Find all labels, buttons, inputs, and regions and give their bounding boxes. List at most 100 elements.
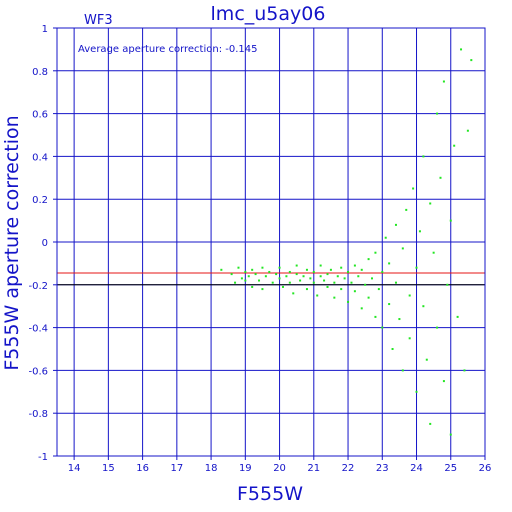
y-tick-label: 0.8 (32, 67, 48, 78)
data-point (401, 247, 404, 250)
grid-lines (53, 27, 486, 460)
average-annotation: Average aperture correction: -0.145 (78, 44, 258, 55)
data-point (305, 288, 308, 291)
y-tick-label: -0.4 (28, 324, 48, 335)
data-point (350, 281, 353, 284)
x-tick-label: 20 (273, 463, 286, 474)
x-axis-label: F555W (237, 483, 303, 505)
data-point (442, 80, 445, 83)
data-point (408, 294, 411, 297)
data-point (374, 251, 377, 254)
data-point (247, 275, 250, 278)
reference-lines (57, 272, 485, 286)
data-point (449, 219, 452, 222)
x-tick-label: 26 (479, 463, 492, 474)
data-point (367, 296, 370, 299)
data-point (268, 270, 271, 273)
data-point (254, 273, 257, 276)
data-point (251, 285, 254, 288)
data-point (415, 390, 418, 393)
data-point (244, 279, 247, 282)
data-point (347, 300, 350, 303)
plot-frame (56, 27, 486, 457)
data-point (381, 326, 384, 329)
data-point (275, 273, 278, 276)
data-point (460, 48, 463, 51)
data-point (281, 285, 284, 288)
panel-label: WF3 (84, 13, 113, 28)
data-point (333, 281, 336, 284)
data-point (364, 283, 367, 286)
data-point (343, 277, 346, 280)
data-point (401, 369, 404, 372)
data-point (295, 264, 298, 267)
data-point (388, 262, 391, 265)
y-tick-label: -0.6 (28, 366, 48, 377)
data-point (288, 281, 291, 284)
data-point (230, 273, 233, 276)
y-tick-label: -0.2 (28, 281, 48, 292)
data-point (394, 223, 397, 226)
y-tick-label: 0.4 (32, 152, 48, 163)
data-point (408, 337, 411, 340)
x-tick-label: 18 (205, 463, 218, 474)
data-point (323, 279, 326, 282)
y-tick-label: -0.8 (28, 409, 48, 420)
data-point (381, 270, 384, 273)
data-point (347, 270, 350, 273)
data-point (292, 292, 295, 295)
data-point (353, 290, 356, 293)
tick-labels: 14 15 16 17 18 19 20 21 22 23 24 25 26 -1 -0.8 -0.6 -0.4… (28, 24, 491, 474)
data-point (299, 279, 302, 282)
data-point (405, 208, 408, 211)
data-point (295, 273, 298, 276)
data-point (278, 277, 281, 280)
data-point (220, 268, 223, 271)
data-point (422, 305, 425, 308)
y-tick-label: 0 (42, 238, 48, 249)
data-point (312, 270, 315, 273)
data-point (251, 268, 254, 271)
x-tick-label: 23 (376, 463, 389, 474)
data-point (360, 268, 363, 271)
data-point (237, 266, 240, 269)
data-point (384, 236, 387, 239)
data-points (220, 48, 473, 436)
data-point (388, 303, 391, 306)
data-point (374, 315, 377, 318)
data-point (305, 268, 308, 271)
data-point (456, 315, 459, 318)
y-tick-label: 0.2 (32, 195, 48, 206)
data-point (415, 266, 418, 269)
x-tick-label: 16 (136, 463, 149, 474)
data-point (278, 266, 281, 269)
data-point (326, 285, 329, 288)
data-point (258, 279, 261, 282)
x-tick-label: 21 (307, 463, 320, 474)
data-point (333, 296, 336, 299)
data-point (439, 176, 442, 179)
data-point (453, 144, 456, 147)
data-point (326, 273, 329, 276)
data-point (312, 281, 315, 284)
y-tick-label: -1 (38, 452, 48, 463)
data-point (264, 275, 267, 278)
y-tick-label: 1 (42, 24, 48, 35)
data-point (422, 155, 425, 158)
data-point (234, 281, 237, 284)
data-point (371, 277, 374, 280)
y-tick-label: 0.6 (32, 110, 48, 121)
data-point (329, 268, 332, 271)
data-point (309, 277, 312, 280)
x-tick-label: 19 (239, 463, 252, 474)
data-point (271, 281, 274, 284)
data-point (394, 281, 397, 284)
data-point (436, 112, 439, 115)
data-point (418, 230, 421, 233)
data-point (285, 275, 288, 278)
data-point (463, 369, 466, 372)
data-point (340, 266, 343, 269)
y-axis-label: F555W aperture correction (1, 115, 23, 370)
data-point (398, 318, 401, 321)
